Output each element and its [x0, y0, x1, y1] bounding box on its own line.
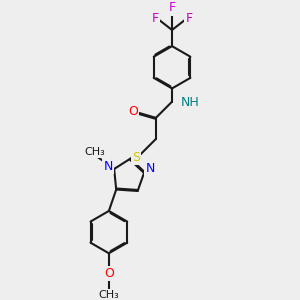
Text: F: F: [185, 12, 193, 25]
Text: F: F: [152, 12, 159, 25]
Text: NH: NH: [180, 96, 199, 109]
Text: N: N: [103, 160, 113, 172]
Text: N: N: [146, 163, 155, 176]
Text: CH₃: CH₃: [98, 290, 119, 300]
Text: S: S: [132, 151, 140, 164]
Text: O: O: [104, 267, 114, 280]
Text: O: O: [128, 105, 138, 118]
Text: F: F: [169, 2, 176, 14]
Text: CH₃: CH₃: [84, 147, 105, 157]
